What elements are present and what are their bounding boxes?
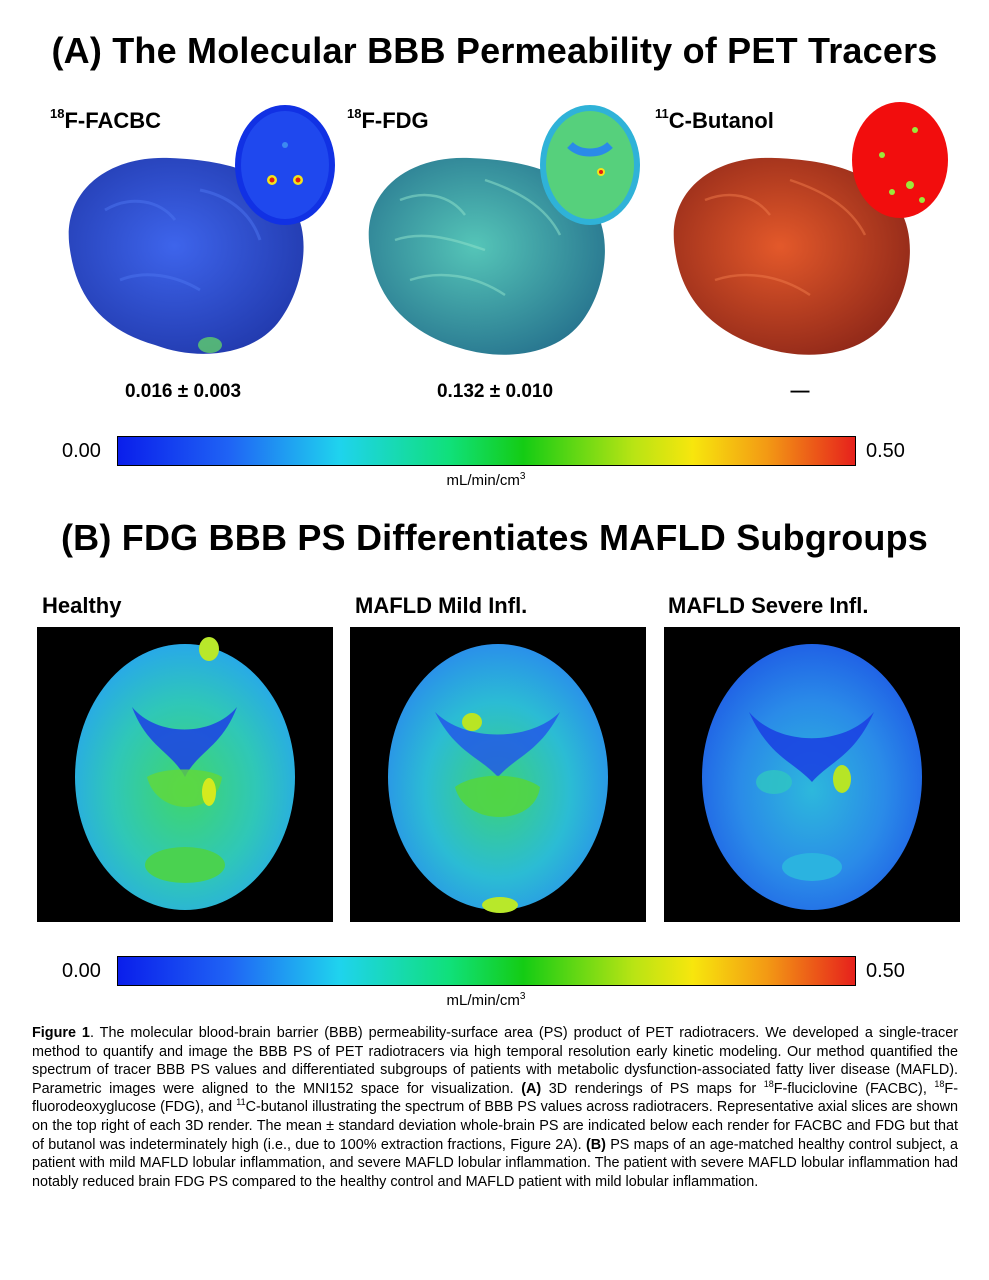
fdg-3d-render — [368, 105, 640, 355]
colorbar-b — [117, 956, 856, 986]
group-label-mild: MAFLD Mild Infl. — [355, 593, 528, 618]
colorbar-a-min: 0.00 — [62, 440, 101, 462]
facbc-ps-value: 0.016 ± 0.003 — [124, 381, 242, 402]
healthy-slice — [37, 627, 333, 922]
butanol-ps-value: — — [790, 381, 810, 402]
colorbar-b-unit: mL/min/cm3 — [446, 991, 526, 1009]
colorbar-a-unit: mL/min/cm3 — [446, 471, 526, 489]
colorbar-b-min: 0.00 — [62, 960, 101, 982]
colorbar-a — [117, 436, 856, 466]
group-label-severe: MAFLD Severe Infl. — [668, 593, 869, 618]
tracer-label-fdg: 18F-FDG — [347, 106, 429, 133]
tracer-label-facbc: 18F-FACBC — [50, 106, 162, 133]
severe-slice — [664, 627, 960, 922]
tracer-label-butanol: 11C-Butanol — [655, 106, 774, 133]
figure-caption: Figure 1. The molecular blood-brain barr… — [32, 1025, 959, 1190]
group-label-healthy: Healthy — [42, 593, 122, 618]
butanol-3d-render — [673, 102, 948, 355]
colorbar-a-max: 0.50 — [866, 440, 905, 462]
fdg-ps-value: 0.132 ± 0.010 — [436, 381, 554, 402]
mild-slice — [350, 627, 646, 922]
panel-a-title: (A) The Molecular BBB Permeability of PE… — [51, 30, 938, 71]
colorbar-b-max: 0.50 — [866, 960, 905, 982]
facbc-3d-render — [68, 105, 335, 354]
panel-b-title: (B) FDG BBB PS Differentiates MAFLD Subg… — [60, 517, 928, 558]
